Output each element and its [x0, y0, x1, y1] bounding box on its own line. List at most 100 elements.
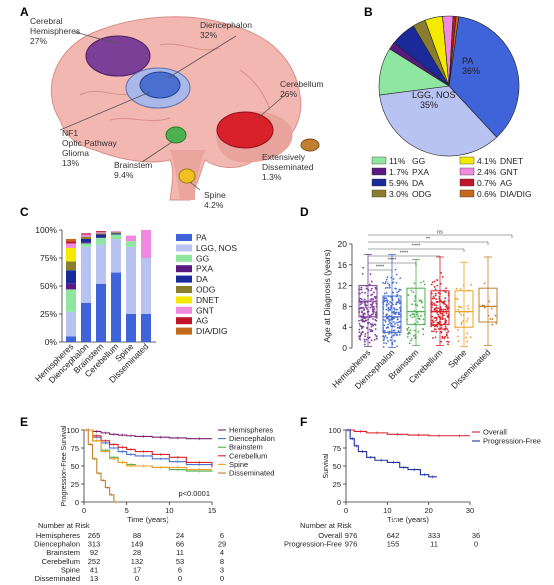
- c-bar-seg-3-7: [111, 231, 121, 233]
- d-point: [446, 331, 448, 334]
- d-point: [390, 304, 392, 307]
- pie-legend-label-4: DA: [412, 178, 424, 188]
- e-risk-value-5-3: 0: [220, 574, 224, 583]
- km-line-1: [346, 429, 437, 478]
- d-point: [442, 308, 445, 311]
- d-point: [358, 308, 360, 310]
- d-point: [444, 336, 446, 338]
- d-point: [434, 310, 437, 313]
- km-ytick-2: 50: [333, 462, 341, 471]
- d-point: [393, 325, 396, 328]
- d-point: [417, 317, 420, 320]
- panel-label-d: D: [300, 205, 309, 219]
- d-point: [373, 338, 376, 341]
- c-bar-seg-2-0: [96, 283, 106, 342]
- d-point: [368, 341, 371, 344]
- d-point: [391, 291, 394, 294]
- d-point: [359, 301, 362, 303]
- c-bar-seg-1-7: [81, 234, 91, 237]
- km-line-3: [84, 429, 213, 466]
- km-ytick-3: 75: [333, 444, 341, 453]
- pie-legend-pct-0: 11%: [389, 156, 406, 166]
- d-point: [385, 327, 388, 329]
- km-line-0: [346, 429, 470, 437]
- d-point: [439, 283, 442, 285]
- d-point: [491, 318, 494, 320]
- c-legend-label-6: DNET: [196, 295, 219, 305]
- d-point: [364, 317, 367, 320]
- f-risk-value-0-0: 976: [345, 531, 358, 540]
- d-point: [387, 295, 390, 298]
- d-point: [483, 282, 486, 285]
- e-legend-label-5: Disseminated: [229, 469, 274, 478]
- d-point: [393, 308, 396, 311]
- region-label-3: NF1: [62, 128, 78, 138]
- d-ytick-5: 20: [338, 239, 348, 249]
- d-point: [365, 285, 368, 287]
- d-point: [374, 328, 377, 330]
- d-point: [417, 330, 420, 333]
- d-point: [388, 284, 391, 287]
- d-point: [385, 342, 388, 345]
- e-risk-value-4-1: 17: [133, 565, 141, 574]
- km-xtick-2: 20: [424, 506, 432, 515]
- d-point: [363, 308, 366, 311]
- d-point: [395, 282, 398, 284]
- d-point: [455, 287, 458, 290]
- c-legend-swatch-2: [176, 254, 192, 262]
- pie-legend-pct-5: 0.7%: [477, 178, 497, 188]
- region-hemispheres: [85, 35, 151, 77]
- c-legend-swatch-1: [176, 244, 192, 252]
- d-point: [387, 326, 389, 329]
- km-ytick-1: 25: [333, 480, 341, 489]
- e-risk-value-4-3: 3: [220, 565, 224, 574]
- d-point: [367, 295, 369, 297]
- d-point: [441, 301, 443, 304]
- d-ytick-3: 12: [338, 281, 348, 291]
- d-point: [490, 307, 493, 310]
- d-point: [435, 331, 438, 333]
- d-point: [394, 268, 397, 271]
- e-risk-row-label-4: Spine: [61, 565, 80, 574]
- c-bar-seg-5-1: [141, 258, 151, 314]
- d-point: [375, 302, 378, 305]
- c-bar-seg-0-1: [66, 311, 76, 337]
- d-point: [494, 314, 497, 317]
- c-bar-seg-4-1: [126, 246, 136, 314]
- km-line-0: [84, 429, 212, 440]
- c-legend-label-5: ODG: [196, 285, 215, 295]
- d-point: [394, 332, 397, 335]
- d-point: [441, 336, 444, 339]
- region-label-3: Glioma: [62, 148, 89, 158]
- pie-legend-swatch-2: [371, 167, 387, 176]
- d-point: [434, 336, 437, 339]
- d-point: [390, 325, 392, 327]
- km-xtick-1: 5: [125, 506, 129, 515]
- d-point: [370, 280, 373, 283]
- d-point: [385, 314, 388, 317]
- f-risk-x-2: 20: [430, 514, 438, 523]
- e-risk-value-2-1: 28: [133, 548, 141, 557]
- d-point: [387, 306, 390, 309]
- d-point: [384, 299, 387, 302]
- c-ytick-0: 0%: [45, 337, 58, 347]
- d-point: [438, 295, 441, 298]
- d-point: [383, 331, 386, 334]
- d-point: [439, 318, 442, 320]
- c-bar-seg-5-0: [141, 314, 151, 342]
- c-legend-label-7: GNT: [196, 305, 214, 315]
- d-point: [432, 337, 434, 339]
- d-point: [367, 331, 369, 334]
- region-label-2: Cerebellum: [280, 79, 323, 89]
- d-point: [431, 315, 434, 318]
- e-risk-value-5-1: 0: [135, 574, 139, 583]
- brain-illustration: [50, 16, 320, 201]
- d-point: [446, 340, 448, 343]
- d-point: [439, 305, 442, 308]
- region-label-6: 4.2%: [204, 200, 224, 210]
- d-point: [383, 292, 386, 295]
- c-legend-swatch-3: [176, 265, 192, 273]
- d-point: [367, 313, 370, 316]
- d-point: [365, 300, 367, 303]
- d-point: [396, 308, 398, 311]
